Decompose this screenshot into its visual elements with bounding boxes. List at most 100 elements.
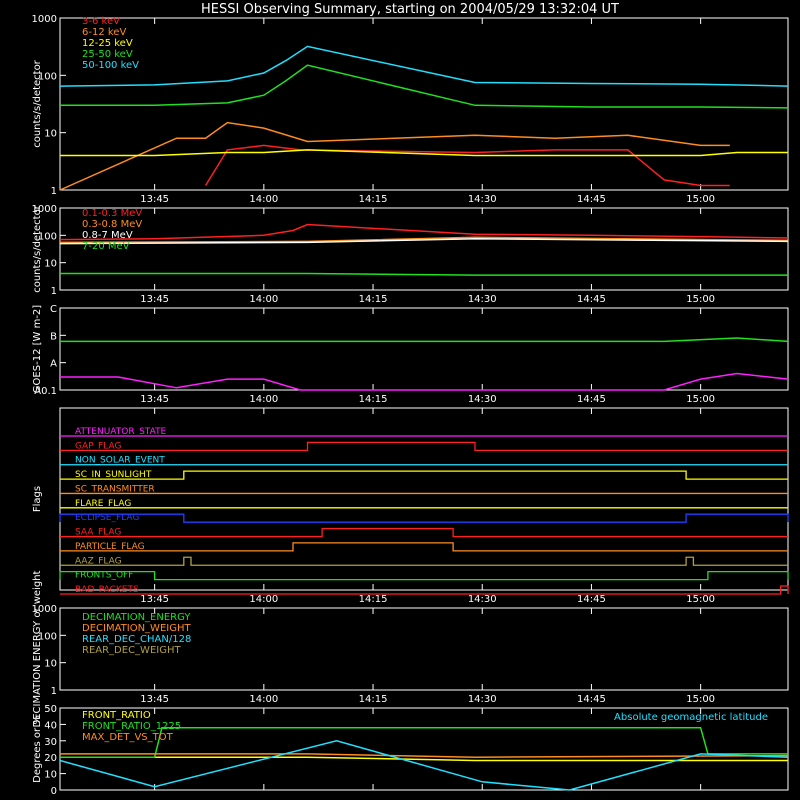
y-axis-label: Degrees or % xyxy=(32,715,43,783)
annotation-label: Absolute geomagnetic latitude xyxy=(614,712,768,723)
flag-label: SAA_FLAG xyxy=(75,528,121,538)
flag-label: AAZ_FLAG xyxy=(75,556,122,566)
y-tick-label: 10 xyxy=(44,129,57,140)
x-tick-label: 14:00 xyxy=(249,694,278,705)
flag-label: SC_TRANSMITTER xyxy=(75,484,155,494)
x-tick-label: 14:30 xyxy=(468,194,497,205)
flag-trace xyxy=(59,513,789,523)
flag-trace xyxy=(60,542,788,552)
flag-trace xyxy=(60,441,788,452)
series-line xyxy=(59,121,730,191)
series-line xyxy=(59,740,789,791)
y-tick-label: A xyxy=(50,359,57,370)
y-tick-label: A0.1 xyxy=(34,386,57,397)
legend-entry: DECIMATION_ENERGY xyxy=(82,612,191,623)
legend-entry: 0.3-0.8 MeV xyxy=(82,219,142,230)
legend-entry: 6-12 keV xyxy=(82,27,126,38)
x-tick-label: 14:15 xyxy=(359,394,388,405)
flag-trace xyxy=(60,556,788,566)
y-axis-label: counts/s/detector xyxy=(32,59,43,147)
y-axis-label: counts/s/detector xyxy=(32,204,43,292)
y-axis-label: Flags xyxy=(32,486,43,512)
legend-entry: 12-25 keV xyxy=(82,38,133,49)
legend-entry: 3-6 keV xyxy=(82,16,120,27)
legend-entry: 0.1-0.3 MeV xyxy=(82,208,142,219)
x-tick-label: 15:00 xyxy=(686,194,715,205)
panel-frame xyxy=(59,307,789,391)
legend-entry: 50-100 keV xyxy=(82,60,139,71)
series-line xyxy=(59,223,789,241)
x-tick-label: 14:30 xyxy=(468,394,497,405)
plot-title: HESSI Observing Summary, starting on 200… xyxy=(201,2,619,17)
y-tick-label: 100 xyxy=(38,71,57,82)
y-tick-label: 40 xyxy=(44,720,57,731)
x-tick-label: 14:45 xyxy=(577,594,606,605)
panel-frame xyxy=(59,707,789,791)
series-line xyxy=(204,144,730,187)
y-tick-label: 100 xyxy=(38,231,57,242)
series-line xyxy=(60,149,788,157)
y-tick-label: 10 xyxy=(44,659,57,670)
x-tick-label: 15:00 xyxy=(686,394,715,405)
x-tick-label: 13:45 xyxy=(140,394,169,405)
legend-entry: FRONT_RATIO_1225 xyxy=(82,721,181,732)
x-tick-label: 14:45 xyxy=(577,394,606,405)
x-tick-label: 14:30 xyxy=(468,294,497,305)
series-line xyxy=(59,45,789,87)
x-tick-label: 14:45 xyxy=(577,694,606,705)
y-tick-label: 1 xyxy=(51,686,57,697)
panel-frame xyxy=(59,17,789,191)
x-tick-label: 14:45 xyxy=(577,194,606,205)
legend-entry: REAR_DEC_WEIGHT xyxy=(82,645,181,656)
x-tick-label: 14:15 xyxy=(359,694,388,705)
flag-label: NON_SOLAR_EVENT xyxy=(75,456,165,466)
x-tick-label: 14:00 xyxy=(249,194,278,205)
flag-label: GAP_FLAG xyxy=(75,441,121,451)
legend-entry: 7-20 MeV xyxy=(82,241,130,252)
y-tick-label: 1000 xyxy=(32,14,57,25)
series-line xyxy=(59,237,789,245)
legend-entry: MAX_DET_VS_TOT xyxy=(82,732,174,743)
panel-frame xyxy=(59,607,789,691)
flag-label: FRONTS_OFF xyxy=(75,571,133,581)
x-tick-label: 14:30 xyxy=(468,694,497,705)
x-tick-label: 14:15 xyxy=(359,294,388,305)
panel-5: DECIMATION ENERGY or weight 1 10 100 1000 13:… xyxy=(32,570,789,727)
y-tick-label: 1000 xyxy=(32,204,57,215)
y-tick-label: 10 xyxy=(44,770,57,781)
y-tick-label: 1 xyxy=(51,186,57,197)
panel-frame xyxy=(59,207,789,291)
panel-6: Degrees or % 0 10 20 30 40 50 FRONT_RATIOFRONT_… xyxy=(32,704,789,797)
y-tick-label: 30 xyxy=(44,737,57,748)
y-tick-label: 0 xyxy=(51,786,57,797)
legend-entry: REAR_DEC_CHAN/128 xyxy=(82,634,191,645)
y-tick-label: 100 xyxy=(38,631,57,642)
legend-entry: FRONT_RATIO xyxy=(82,710,151,721)
y-tick-label: 1000 xyxy=(32,604,57,615)
y-tick-label: 10 xyxy=(44,259,57,270)
flag-trace xyxy=(59,570,789,581)
flag-label: ATTENUATOR_STATE xyxy=(75,427,167,437)
x-tick-label: 14:45 xyxy=(577,294,606,305)
x-tick-label: 14:30 xyxy=(468,594,497,605)
y-axis-label: GOES-12 [W m-2] xyxy=(32,305,43,393)
x-tick-label: 14:15 xyxy=(359,594,388,605)
y-tick-label: 50 xyxy=(44,704,57,715)
series-line xyxy=(60,372,789,391)
series-line xyxy=(60,756,788,762)
x-tick-label: 14:00 xyxy=(249,394,278,405)
x-tick-label: 15:00 xyxy=(686,694,715,705)
x-tick-label: 13:45 xyxy=(140,294,169,305)
series-line xyxy=(60,337,789,343)
series-line xyxy=(60,64,789,109)
flag-trace xyxy=(60,585,789,595)
flag-trace xyxy=(60,527,788,538)
series-line xyxy=(60,726,788,758)
panel-frame xyxy=(59,407,789,591)
x-tick-label: 14:15 xyxy=(359,194,388,205)
panel-1: counts/s/detector 1 10 100 1000 13:45 14:00 14:… xyxy=(32,14,789,205)
flag-label: FLARE_FLAG xyxy=(75,499,131,509)
y-tick-label: 1 xyxy=(51,286,57,297)
